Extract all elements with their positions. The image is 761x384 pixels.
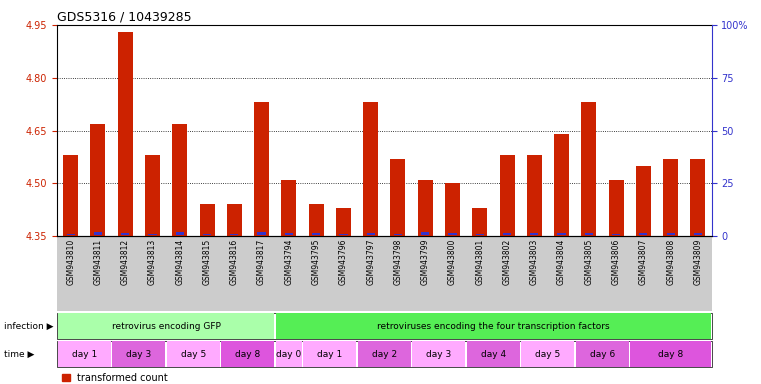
Text: time ▶: time ▶ — [4, 349, 34, 359]
Bar — [312, 233, 320, 235]
Bar — [503, 233, 511, 235]
Text: day 6: day 6 — [590, 349, 615, 359]
Text: infection ▶: infection ▶ — [4, 321, 53, 331]
Legend: transformed count, percentile rank within the sample: transformed count, percentile rank withi… — [62, 373, 243, 384]
Bar — [609, 180, 623, 236]
Bar — [530, 233, 539, 235]
Bar — [339, 234, 348, 235]
Bar — [421, 232, 429, 235]
Bar — [445, 184, 460, 236]
Bar — [418, 180, 433, 236]
Bar — [636, 166, 651, 236]
Bar — [473, 208, 487, 236]
Text: day 1: day 1 — [317, 349, 342, 359]
Bar — [148, 234, 157, 235]
Bar — [554, 134, 569, 236]
Bar — [63, 155, 78, 236]
Text: retroviruses encoding the four transcription factors: retroviruses encoding the four transcrip… — [377, 321, 610, 331]
Bar — [527, 155, 542, 236]
Bar — [94, 232, 102, 235]
Bar — [390, 159, 406, 236]
Bar — [66, 234, 75, 235]
Bar — [393, 233, 402, 235]
Text: retrovirus encoding GFP: retrovirus encoding GFP — [112, 321, 221, 331]
Bar — [448, 233, 457, 235]
Bar — [227, 204, 242, 236]
Bar — [203, 234, 212, 235]
Text: day 4: day 4 — [481, 349, 506, 359]
Text: day 3: day 3 — [426, 349, 451, 359]
Bar — [336, 208, 351, 236]
Bar — [257, 232, 266, 235]
Text: day 8: day 8 — [658, 349, 683, 359]
Bar — [612, 233, 620, 235]
Text: day 5: day 5 — [535, 349, 561, 359]
Bar — [363, 103, 378, 236]
Bar — [667, 233, 675, 235]
Text: GDS5316 / 10439285: GDS5316 / 10439285 — [57, 11, 192, 24]
Bar — [663, 159, 678, 236]
Bar — [230, 233, 238, 235]
Bar — [639, 233, 648, 235]
Text: day 3: day 3 — [126, 349, 151, 359]
Bar — [121, 233, 129, 235]
Bar — [176, 232, 184, 235]
Text: day 2: day 2 — [371, 349, 397, 359]
Bar — [91, 124, 106, 236]
Bar — [254, 103, 269, 236]
Bar — [199, 204, 215, 236]
Bar — [172, 124, 187, 236]
Bar — [557, 233, 565, 235]
Text: day 5: day 5 — [181, 349, 206, 359]
Bar — [285, 233, 293, 235]
Text: day 8: day 8 — [235, 349, 260, 359]
Bar — [145, 155, 160, 236]
Bar — [690, 159, 705, 236]
Bar — [118, 32, 132, 236]
Bar — [367, 233, 375, 235]
Bar — [694, 233, 702, 235]
Bar — [282, 180, 296, 236]
Text: day 1: day 1 — [72, 349, 97, 359]
Text: day 0: day 0 — [276, 349, 301, 359]
Bar — [476, 233, 484, 235]
Bar — [309, 204, 323, 236]
Bar — [581, 103, 597, 236]
Bar — [499, 155, 514, 236]
Bar — [584, 233, 593, 235]
